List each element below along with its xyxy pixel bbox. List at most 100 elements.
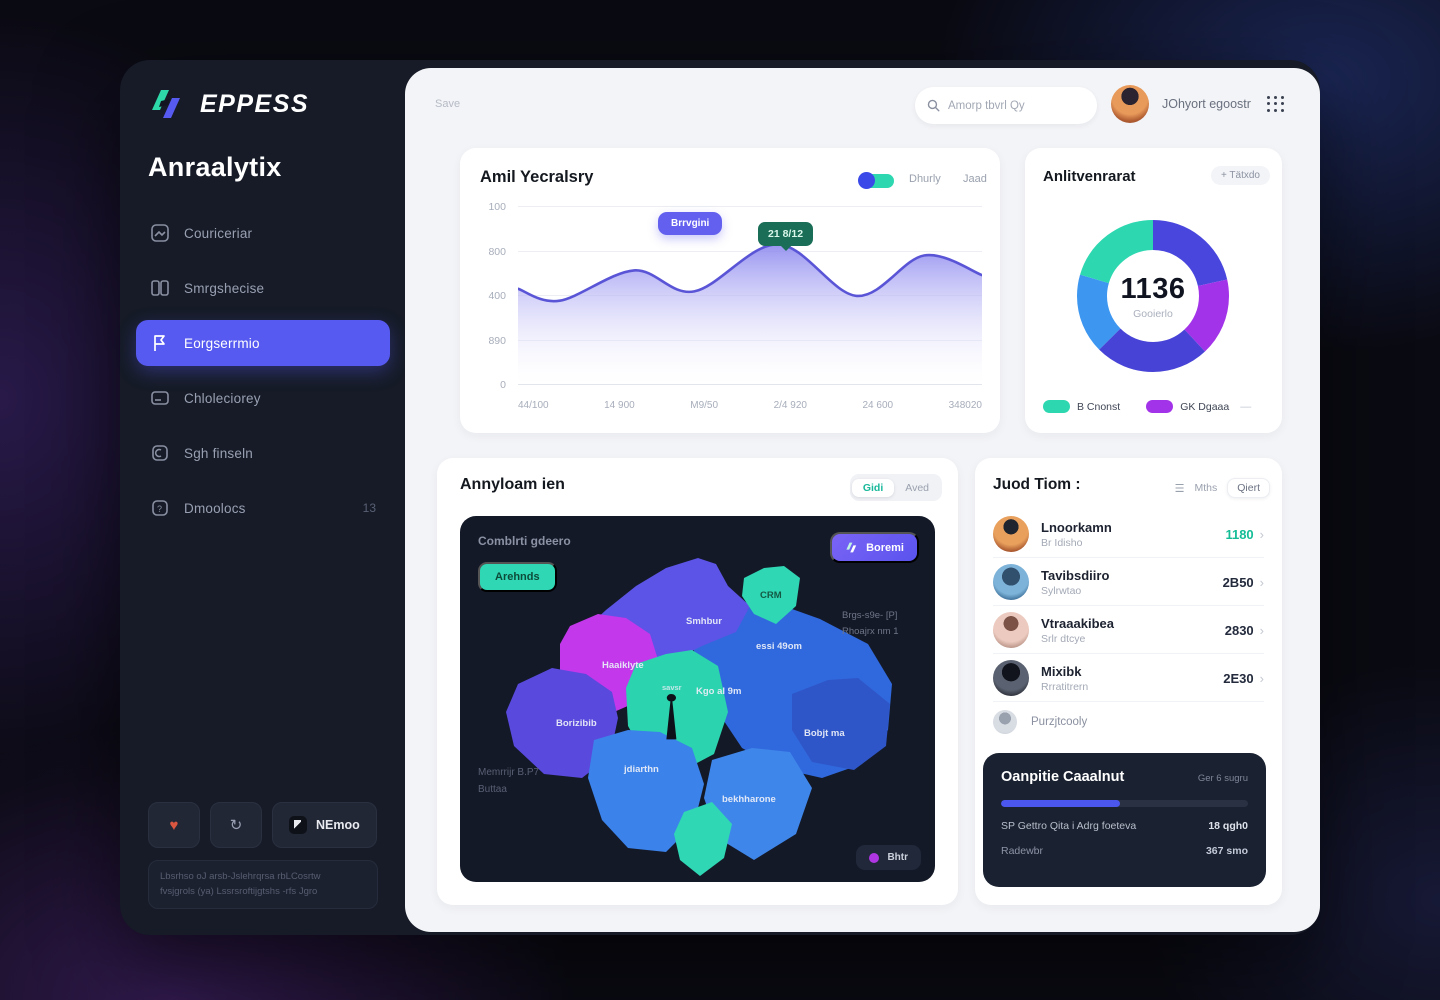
sidebar-item-label: Couriceriar xyxy=(184,225,253,241)
app-icon xyxy=(289,816,307,834)
donut-action-pill[interactable]: + Tätxdo xyxy=(1210,166,1270,185)
member-avatar xyxy=(993,564,1029,600)
map-note-left: Memrrijr B.P7 Buttaa xyxy=(478,767,540,795)
user-avatar[interactable] xyxy=(1111,85,1149,123)
book-icon xyxy=(150,278,170,298)
chevron-right-icon: › xyxy=(1259,574,1264,590)
area-chart: 100 800 400 890 0 xyxy=(480,201,982,414)
toggle-label-left[interactable]: Dhurly xyxy=(909,173,941,185)
team-member-row[interactable]: Purzjtcooly xyxy=(975,704,1282,740)
goal-action[interactable]: Ger 6 sugru xyxy=(1197,773,1248,784)
map-label: Haaiklyte xyxy=(602,660,644,671)
map-region-crm[interactable] xyxy=(742,566,800,624)
member-avatar xyxy=(993,516,1029,552)
y-tick: 400 xyxy=(488,290,506,302)
team-member-row[interactable]: Vtraaakibea Srlr dtcye 2830 › xyxy=(975,606,1282,654)
segment-left[interactable]: Gidi xyxy=(851,478,895,497)
sidebar-footer: ♥ ↻ NEmoo xyxy=(148,802,377,848)
usage-card-title: Amil Yecralsry xyxy=(480,168,594,186)
x-tick: 14 900 xyxy=(604,400,635,411)
map-card: Annyloam ien Gidi Aved xyxy=(437,458,958,905)
filter-chart[interactable]: Qiert xyxy=(1227,478,1270,498)
team-member-row[interactable]: Tavibsdiiro Sylrwtao 2B50 › xyxy=(975,558,1282,606)
map-region-bottom-teal[interactable] xyxy=(674,802,732,876)
nemoo-button[interactable]: NEmoo xyxy=(272,802,377,848)
y-tick: 890 xyxy=(488,334,506,347)
flag-icon xyxy=(150,333,170,353)
card-icon xyxy=(150,388,170,408)
member-value: 2E30 xyxy=(1223,670,1254,686)
search-bar xyxy=(915,87,1097,124)
x-tick: 2/4 920 xyxy=(773,400,807,411)
refresh-button[interactable]: ↻ xyxy=(210,802,262,848)
map-label: savsr xyxy=(662,683,682,692)
team-member-row[interactable]: Mixibk Rrratitrern 2E30 › xyxy=(975,654,1282,702)
sidebar-item-5[interactable]: Sgh finseln xyxy=(136,430,390,476)
logo-text: EPPESS xyxy=(200,89,310,118)
sidebar-item-4[interactable]: Chloleciorey xyxy=(136,375,390,421)
map-region-bobjt[interactable] xyxy=(792,678,890,770)
y-tick: 800 xyxy=(488,245,506,258)
sidebar-item-2[interactable]: Smrgshecise xyxy=(136,265,390,311)
x-axis: 44/100 14 900 M9/50 2/4 920 24 600 34802… xyxy=(518,400,982,411)
team-member-row[interactable]: Lnoorkamn Br Idisho 1180 › xyxy=(975,510,1282,558)
map-subtitle: Comblrti gdeero xyxy=(478,534,571,548)
svg-text:?: ? xyxy=(157,504,162,514)
donut-chart-card: Anlitvenrarat + Tätxdo 1136 Gooierlo B C… xyxy=(1025,148,1282,433)
x-tick: 24 600 xyxy=(862,400,894,411)
note-line-2: fvsjgrols (ya) Lssrsroftijgtshs -rfs Jgr… xyxy=(160,885,318,897)
apps-grid-icon[interactable] xyxy=(1267,96,1285,112)
filter-months[interactable]: Mths xyxy=(1194,482,1218,494)
sidebar-item-label: Sgh finseln xyxy=(184,445,253,461)
map-region-borizibib[interactable] xyxy=(506,668,618,778)
team-card-title: Juod Tiom : xyxy=(993,476,1081,493)
team-card: Juod Tiom : ☰ Mths Qiert Lnoorkamn Br Id… xyxy=(975,458,1282,905)
goal-row-1: SP Gettro Qita i Adrg foeteva 18 qgh0 xyxy=(1001,820,1248,832)
legend-item: B Cnonst xyxy=(1043,400,1120,413)
sidebar-item-6[interactable]: ? Dmoolocs 13 xyxy=(136,485,390,531)
map-label: essi 49om xyxy=(756,641,802,652)
search-input[interactable] xyxy=(948,99,1085,112)
member-value: 1180 xyxy=(1225,526,1254,542)
map-legend-pill[interactable]: Bhtr xyxy=(856,845,921,870)
chart-tooltip-peak: 21 8/12 xyxy=(758,222,814,251)
map-region-bekhharone[interactable] xyxy=(704,748,812,860)
member-avatar xyxy=(993,660,1029,696)
sidebar-item-label: Eorgserrmio xyxy=(184,335,260,351)
sidebar-item-badge: 13 xyxy=(362,501,376,515)
map-teal-button[interactable]: Arehnds xyxy=(478,562,557,592)
y-tick: 0 xyxy=(500,379,506,391)
map-region-jdiarthn[interactable] xyxy=(588,730,704,852)
logo[interactable]: EPPESS xyxy=(148,86,309,122)
map-label: Borizibib xyxy=(556,718,597,729)
region-map: Smhbur CRM Haaiklyte essi 49om Kgo al 9m… xyxy=(506,558,892,876)
team-filters: ☰ Mths Qiert xyxy=(1175,478,1270,498)
y-tick: 100 xyxy=(488,201,506,213)
donut-slice-segment-teal-topleft xyxy=(1077,220,1229,372)
donut-legend: B Cnonst GK Dgaaa — xyxy=(1043,400,1272,413)
area-series xyxy=(518,242,982,384)
toggle-label-right[interactable]: Jaad xyxy=(963,173,987,185)
segment-right[interactable]: Aved xyxy=(905,481,929,494)
chart-toggle[interactable] xyxy=(858,172,894,189)
legend-swatch-purple xyxy=(1146,400,1174,413)
donut-card-title: Anlitvenrarat xyxy=(1043,168,1136,185)
filter-icon[interactable]: ☰ xyxy=(1174,482,1185,495)
favorites-button[interactable]: ♥ xyxy=(148,802,200,848)
map-label: Smhbur xyxy=(686,616,722,627)
goal-progress-fill xyxy=(1001,800,1120,807)
donut-slice-segment-blue-left xyxy=(1077,220,1229,372)
save-label: Save xyxy=(435,98,461,110)
bracket-icon xyxy=(150,443,170,463)
user-name[interactable]: JOhyort egoostr xyxy=(1162,97,1251,111)
logo-icon xyxy=(152,90,180,118)
sidebar-item-label: Dmoolocs xyxy=(184,500,246,516)
map-brand-button[interactable]: Boremi xyxy=(830,532,919,563)
sidebar-item-1[interactable]: Couriceriar xyxy=(136,210,390,256)
member-value: 2B50 xyxy=(1222,574,1254,590)
sidebar-item-3-active[interactable]: Eorgserrmio xyxy=(136,320,390,366)
legend-swatch-teal xyxy=(1043,400,1070,413)
map-label: Kgo al 9m xyxy=(696,686,741,697)
purple-dot-icon xyxy=(869,852,880,863)
